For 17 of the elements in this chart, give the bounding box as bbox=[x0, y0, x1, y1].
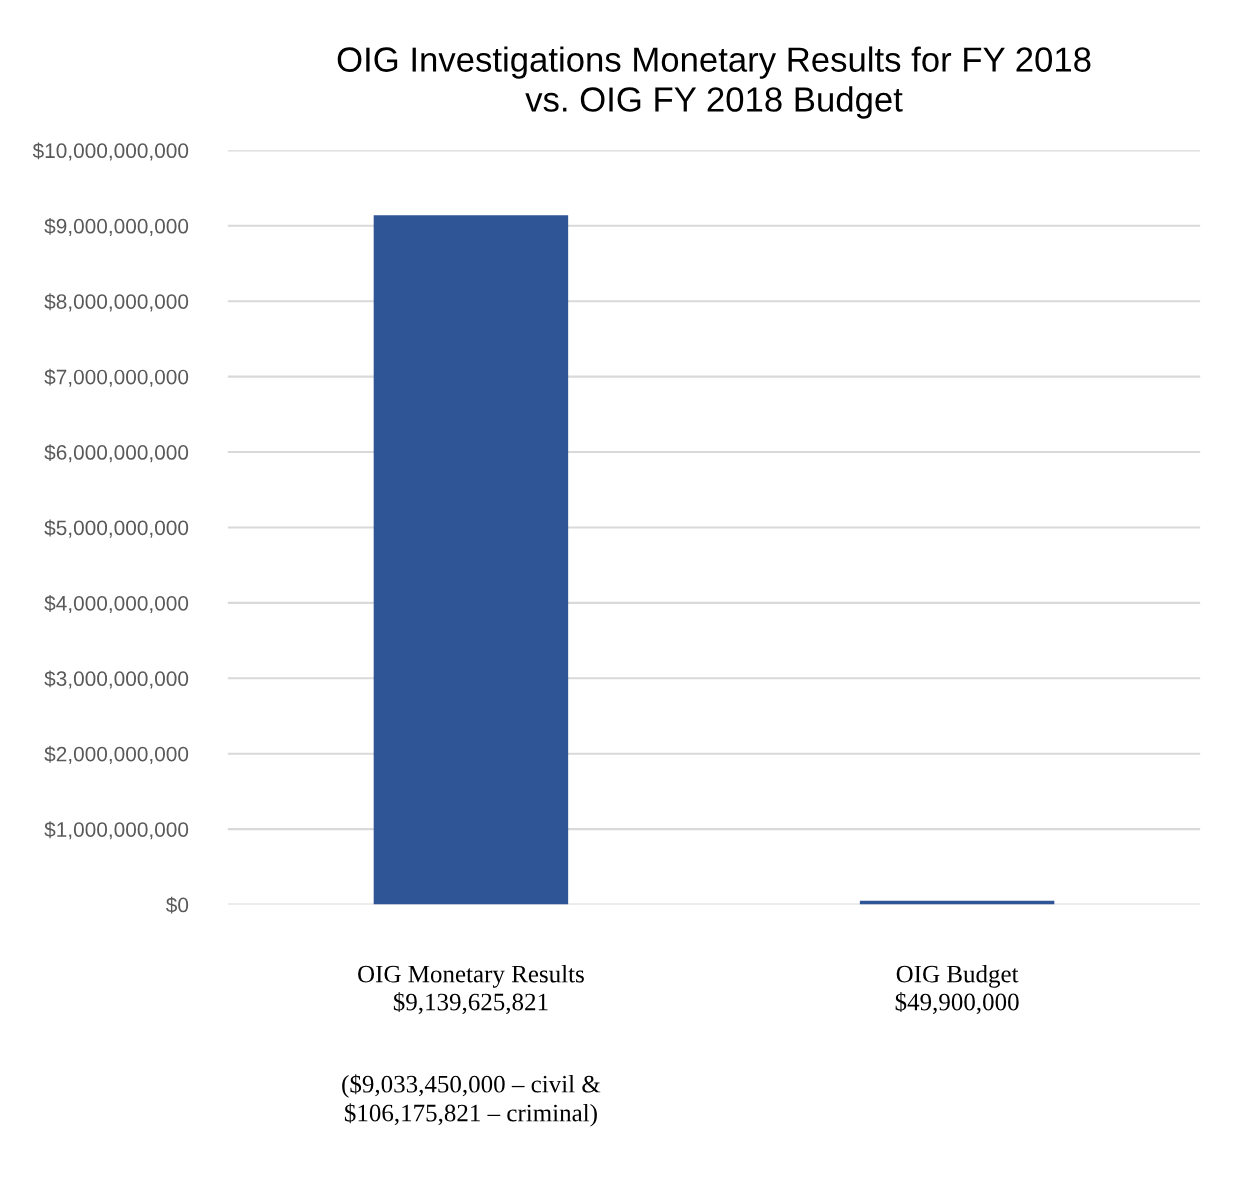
y-tick-label: $7,000,000,000 bbox=[44, 368, 189, 387]
y-tick-label: $5,000,000,000 bbox=[44, 519, 189, 538]
x-tick-label: OIG Monetary Results bbox=[358, 964, 584, 988]
chart-title: OIG Investigations Monetary Results for FY 2018 vs. OIG FY 2018 Budget bbox=[337, 46, 1091, 119]
y-tick-label: $8,000,000,000 bbox=[44, 293, 189, 312]
data-label: $9,139,625,821 bbox=[393, 992, 548, 1015]
x-tick-label: OIG Budget bbox=[896, 964, 1019, 988]
y-tick-label: $1,000,000,000 bbox=[44, 821, 189, 840]
y-tick-label: $2,000,000,000 bbox=[44, 745, 189, 764]
y-tick-label: $4,000,000,000 bbox=[44, 595, 189, 614]
y-tick-label: $0 bbox=[166, 896, 189, 914]
y-tick-label: $10,000,000,000 bbox=[32, 142, 189, 161]
y-tick-label: $3,000,000,000 bbox=[44, 670, 189, 689]
y-tick-label: $9,000,000,000 bbox=[44, 217, 189, 236]
data-label: $49,900,000 bbox=[895, 992, 1019, 1015]
y-tick-label: $6,000,000,000 bbox=[44, 444, 189, 463]
text: ($9,033,450,000 – civil & $106,175,821 – criminal) bbox=[342, 1074, 601, 1127]
